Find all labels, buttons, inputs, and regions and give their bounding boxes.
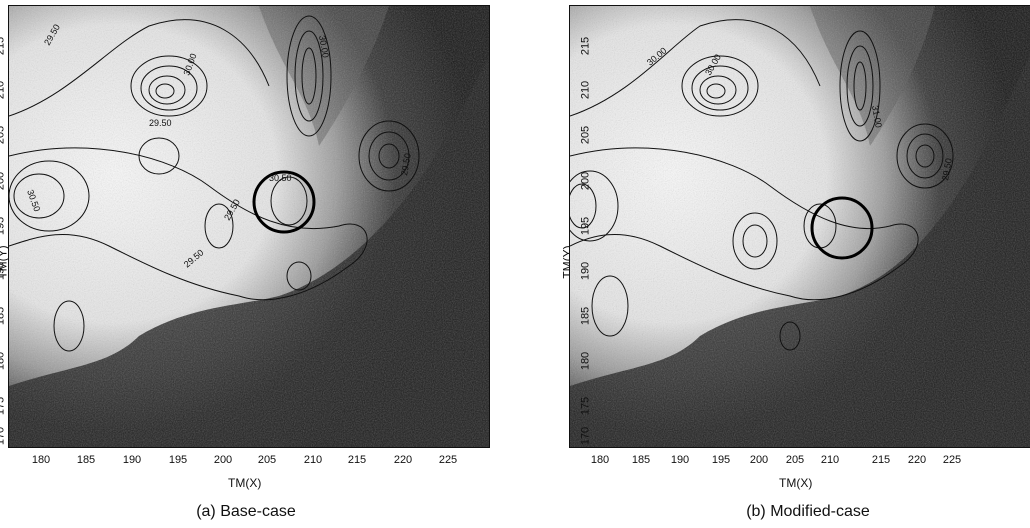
x-tick: 200 [213, 454, 233, 466]
y-tick: 195 [579, 216, 592, 236]
x-tick: 220 [393, 454, 413, 466]
panel-modified-case: TM(Y) [560, 0, 1030, 528]
x-tick: 190 [670, 454, 690, 466]
y-tick: 185 [579, 306, 592, 326]
x-tick: 215 [871, 454, 891, 466]
highlight-circle-icon [252, 170, 316, 234]
y-tick: 190 [579, 261, 592, 281]
x-tick: 200 [749, 454, 769, 466]
panel-base-case: 29.50 30.50 29.50 30.00 30.00 30.50 29.5… [0, 0, 500, 528]
y-tick: 195 [0, 216, 7, 236]
x-tick: 180 [590, 454, 610, 466]
y-tick: 175 [0, 396, 7, 416]
highlight-circle-icon [810, 196, 874, 260]
contour-label: 31.00 [870, 105, 884, 129]
x-tick: 185 [76, 454, 96, 466]
y-tick: 185 [0, 306, 7, 326]
x-tick: 220 [907, 454, 927, 466]
x-tick: 190 [122, 454, 142, 466]
contour-label: 29.50 [149, 118, 172, 128]
x-tick: 195 [711, 454, 731, 466]
x-axis-label: TM(X) [228, 476, 262, 490]
y-axis-label-a: TM(Y) [0, 245, 10, 279]
y-tick: 170 [579, 426, 592, 446]
y-tick: 180 [0, 351, 7, 371]
contour-label: 30.00 [317, 35, 331, 59]
contour-label: 30.50 [269, 173, 292, 183]
y-tick: 200 [579, 171, 592, 191]
y-tick: 175 [579, 396, 592, 416]
caption: (b) Modified-case [746, 503, 870, 520]
y-tick: 210 [0, 80, 7, 100]
y-tick: 170 [0, 426, 7, 446]
y-tick: 215 [0, 36, 7, 56]
x-tick: 225 [438, 454, 458, 466]
x-tick: 215 [347, 454, 367, 466]
map-modified-case: 30.00 30.00 31.00 29.50 [569, 5, 1030, 448]
x-tick: 210 [820, 454, 840, 466]
x-tick: 195 [168, 454, 188, 466]
x-tick: 225 [942, 454, 962, 466]
contour-label: 29.50 [940, 157, 954, 181]
y-tick: 210 [579, 80, 592, 100]
x-tick: 185 [631, 454, 651, 466]
caption: (a) Base-case [196, 503, 296, 520]
x-tick: 180 [31, 454, 51, 466]
y-tick: 215 [579, 36, 592, 56]
contour-label: 29.50 [399, 152, 413, 176]
map-svg-b: 30.00 30.00 31.00 29.50 [570, 6, 1030, 447]
map-base-case: 29.50 30.50 29.50 30.00 30.00 30.50 29.5… [8, 5, 490, 448]
x-tick: 210 [303, 454, 323, 466]
y-tick: 200 [0, 171, 7, 191]
x-tick: 205 [257, 454, 277, 466]
y-tick: 180 [579, 351, 592, 371]
y-tick: 205 [0, 125, 7, 145]
y-tick: 205 [579, 125, 592, 145]
x-axis-label: TM(X) [779, 476, 813, 490]
x-tick: 205 [785, 454, 805, 466]
map-svg-a: 29.50 30.50 29.50 30.00 30.00 30.50 29.5… [9, 6, 489, 447]
